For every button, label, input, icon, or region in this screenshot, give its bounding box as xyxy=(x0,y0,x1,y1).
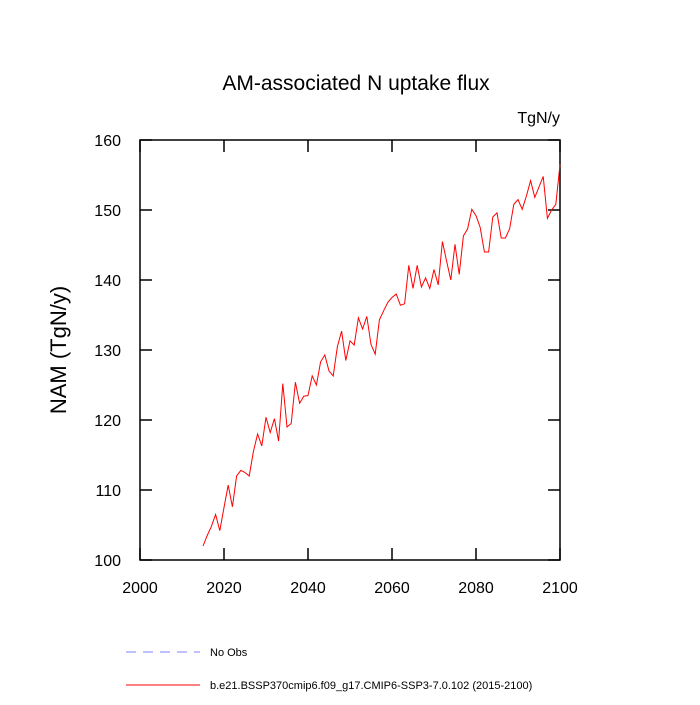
x-tick-label: 2000 xyxy=(122,580,158,597)
y-tick-label: 140 xyxy=(94,273,121,290)
x-tick-label: 2060 xyxy=(374,580,410,597)
x-tick-label: 2080 xyxy=(458,580,494,597)
legend-label: No Obs xyxy=(210,647,248,659)
plot-frame xyxy=(139,139,561,561)
y-tick-label: 110 xyxy=(95,483,121,500)
y-axis-label: NAM (TgN/y) xyxy=(46,286,71,414)
y-tick-label: 120 xyxy=(94,413,121,430)
y-tick-label: 130 xyxy=(94,343,121,360)
x-tick-label: 2040 xyxy=(290,580,326,597)
y-tick-label: 100 xyxy=(94,553,121,570)
x-tick-label: 2020 xyxy=(206,580,242,597)
chart-subtitle: TgN/y xyxy=(517,110,560,127)
chart-title: AM-associated N uptake flux xyxy=(222,72,490,95)
legend-label: b.e21.BSSP370cmip6.f09_g17.CMIP6-SSP3-7.… xyxy=(210,680,532,692)
y-tick-label: 150 xyxy=(94,203,121,220)
data-line xyxy=(202,164,561,547)
x-tick-label: 2100 xyxy=(542,580,578,597)
y-tick-label: 160 xyxy=(94,133,121,150)
